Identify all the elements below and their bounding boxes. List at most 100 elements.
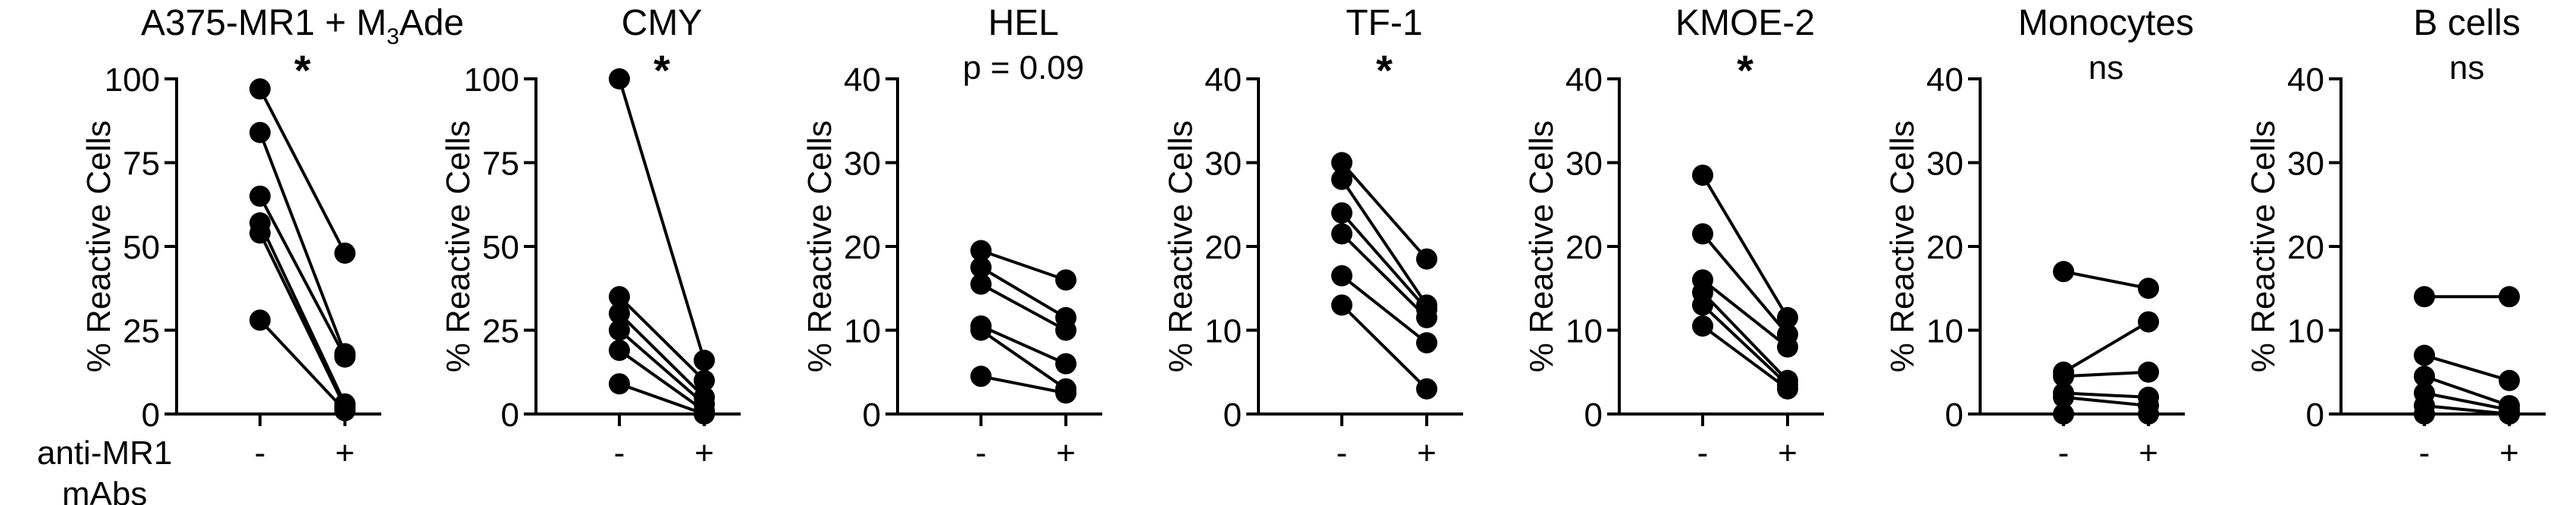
y-tick-label: 50 [123, 229, 160, 266]
significance-label: * [1376, 46, 1393, 94]
point-plus [2138, 278, 2159, 300]
point-minus [2414, 403, 2435, 425]
point-minus [1692, 165, 1713, 187]
point-plus [694, 350, 715, 372]
point-minus [249, 78, 271, 100]
pair-line [259, 88, 346, 254]
point-plus [1055, 319, 1076, 341]
x-category-label: - [976, 434, 987, 472]
point-minus [249, 185, 271, 207]
x-category-label: - [2419, 434, 2430, 472]
pair-line [2424, 375, 2510, 407]
y-tick-label: 0 [1945, 397, 1963, 434]
panel-title-subscript: 3 [387, 24, 400, 49]
pair-line [980, 249, 1067, 282]
point-plus [1416, 248, 1437, 270]
pair-line [1701, 325, 1789, 391]
pair-line [979, 328, 1067, 391]
pair-line [2424, 391, 2510, 412]
y-tick-label: 75 [123, 146, 160, 183]
significance-label: * [653, 46, 670, 94]
pair-line [979, 265, 1067, 319]
panel-0: 0 25 50 75 100 - + % Reactive Cells A375-MR1 + M… [80, 3, 464, 472]
y-tick-label: 30 [1565, 146, 1603, 183]
x-category-label: - [255, 434, 266, 472]
y-axis-label: % Reactive Cells [440, 121, 477, 373]
significance-label: ns [2089, 49, 2123, 86]
pair-line [618, 349, 706, 412]
point-plus [2499, 403, 2520, 425]
y-tick-label: 40 [2287, 61, 2324, 99]
pair-line [618, 312, 706, 399]
y-tick-label: 20 [1205, 229, 1242, 266]
point-plus [1055, 382, 1076, 404]
y-axis-label: % Reactive Cells [1884, 121, 1921, 373]
pair-line [259, 132, 346, 355]
y-tick-label: 40 [1565, 61, 1603, 99]
y-tick-label: 30 [2287, 146, 2324, 183]
point-minus [609, 319, 630, 341]
pair-line [2063, 270, 2149, 290]
panel-4: 0 10 20 30 40 - + % Reactive Cells KMOE-2* [1523, 3, 1824, 472]
y-tick-label: 0 [2306, 397, 2324, 434]
significance-label: ns [2449, 49, 2484, 86]
y-tick-label: 25 [482, 313, 519, 350]
x-category-label: + [1417, 434, 1437, 472]
y-tick-label: 20 [1565, 229, 1603, 266]
y-axis-label: % Reactive Cells [2245, 121, 2282, 373]
y-tick-label: 20 [1926, 229, 1963, 266]
significance-label: p = 0.09 [963, 49, 1084, 86]
pair-line [1340, 233, 1428, 319]
y-tick-label: 100 [105, 61, 160, 99]
y-tick-label: 30 [1926, 146, 1963, 183]
point-plus [334, 400, 356, 422]
pair-line [2424, 353, 2510, 382]
point-plus [2138, 403, 2159, 425]
panel-2: 0 10 20 30 40 - + % Reactive Cells HEL p = 0.09 [801, 3, 1102, 472]
x-category-label: + [335, 434, 355, 472]
y-axis-label: % Reactive Cells [801, 121, 838, 373]
point-minus [609, 373, 630, 395]
pair-line [980, 325, 1067, 365]
point-plus [1416, 332, 1437, 354]
y-axis-label: % Reactive Cells [1523, 121, 1560, 373]
point-minus [1331, 202, 1352, 224]
x-category-label: + [2139, 434, 2158, 472]
x-category-label: + [694, 434, 714, 472]
point-minus [1331, 294, 1352, 316]
point-minus [2053, 386, 2074, 408]
point-minus [609, 303, 630, 325]
y-tick-label: 10 [2287, 313, 2324, 350]
point-minus [249, 121, 271, 143]
x-category-label: - [614, 434, 625, 472]
pair-line [618, 295, 706, 382]
point-minus [1331, 152, 1352, 174]
pair-line [980, 375, 1067, 395]
pair-line [618, 328, 706, 406]
panel-title-main: A375-MR1 + M [141, 3, 387, 43]
point-minus [2053, 261, 2074, 283]
point-minus [1692, 223, 1713, 245]
point-plus [2138, 361, 2159, 383]
pair-line [2062, 320, 2150, 374]
y-tick-label: 0 [863, 397, 881, 434]
point-minus [609, 68, 630, 89]
point-minus [1692, 315, 1713, 337]
y-tick-label: 10 [1205, 313, 1242, 350]
pair-line [2063, 370, 2149, 378]
point-minus [970, 319, 992, 341]
point-minus [1331, 168, 1352, 190]
y-axis-label: % Reactive Cells [80, 121, 118, 373]
pair-line [1701, 291, 1789, 382]
pair-line [1701, 233, 1789, 336]
y-tick-label: 40 [1205, 61, 1242, 99]
y-tick-label: 0 [1584, 397, 1603, 434]
y-tick-label: 40 [1926, 61, 1963, 99]
point-minus [2053, 365, 2074, 387]
y-tick-label: 25 [123, 313, 160, 350]
point-plus [1055, 269, 1076, 291]
point-minus [2053, 403, 2074, 425]
pair-line [619, 382, 705, 416]
pair-line [259, 195, 346, 358]
pair-line [1340, 178, 1428, 306]
